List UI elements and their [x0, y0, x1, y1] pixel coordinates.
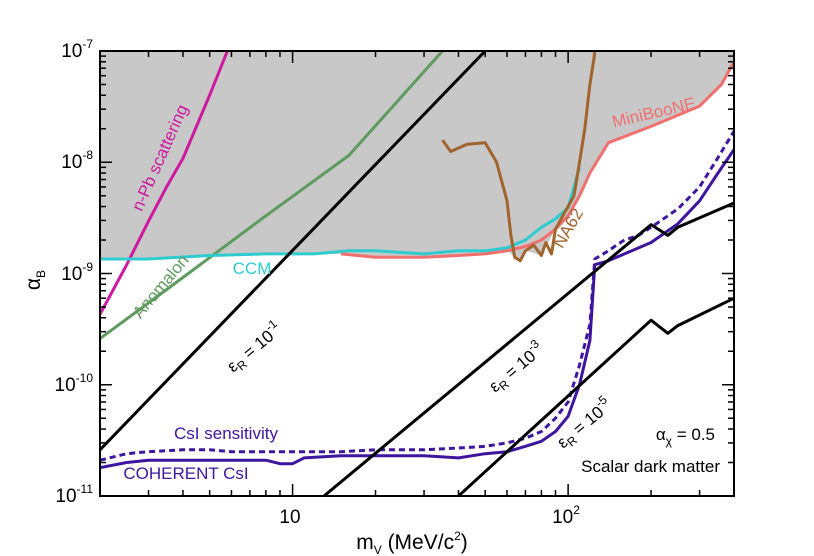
coherent-label: COHERENT CsI: [123, 464, 248, 483]
series-n-pb-scattering: [100, 51, 229, 316]
x-axis-title: mV (MeV/c2): [356, 529, 468, 556]
series-coherent-csi: [100, 148, 734, 470]
series-r-10-5: [457, 296, 734, 496]
y-tick-label-1e-9: 10-9: [61, 260, 93, 285]
y-tick-label-1e-7: 10-7: [61, 37, 93, 62]
series-r-10-1: [100, 51, 487, 451]
csi-sensitivity-label: CsI sensitivity: [174, 424, 278, 443]
series-layer: [100, 51, 734, 496]
series-r-10-3: [323, 201, 734, 496]
ccm-label: CCM: [233, 259, 272, 278]
y-tick-label-1e-10: 10-10: [55, 371, 94, 396]
y-tick-label-1e-8: 10-8: [61, 148, 93, 173]
plot-frame: [99, 50, 735, 497]
x-tick-label-10: 10: [279, 507, 300, 528]
alpha-chi-label: αχ = 0.5: [656, 425, 715, 448]
scalar-dm-label: Scalar dark matter: [581, 457, 720, 476]
excluded-region: [100, 51, 734, 261]
x-tick-label-100: 102: [552, 503, 580, 528]
series-anomalon: [100, 51, 444, 340]
series-na62: [441, 51, 597, 263]
y-axis-title: αB: [22, 270, 48, 290]
series-ccm: [100, 166, 581, 261]
y-tick-label-1e-11: 10-11: [55, 482, 93, 507]
